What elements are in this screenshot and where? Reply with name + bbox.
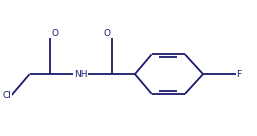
Text: NH: NH (74, 70, 88, 79)
Text: Cl: Cl (3, 91, 12, 100)
Text: O: O (52, 29, 59, 38)
Text: O: O (103, 29, 110, 38)
Text: F: F (236, 70, 242, 79)
